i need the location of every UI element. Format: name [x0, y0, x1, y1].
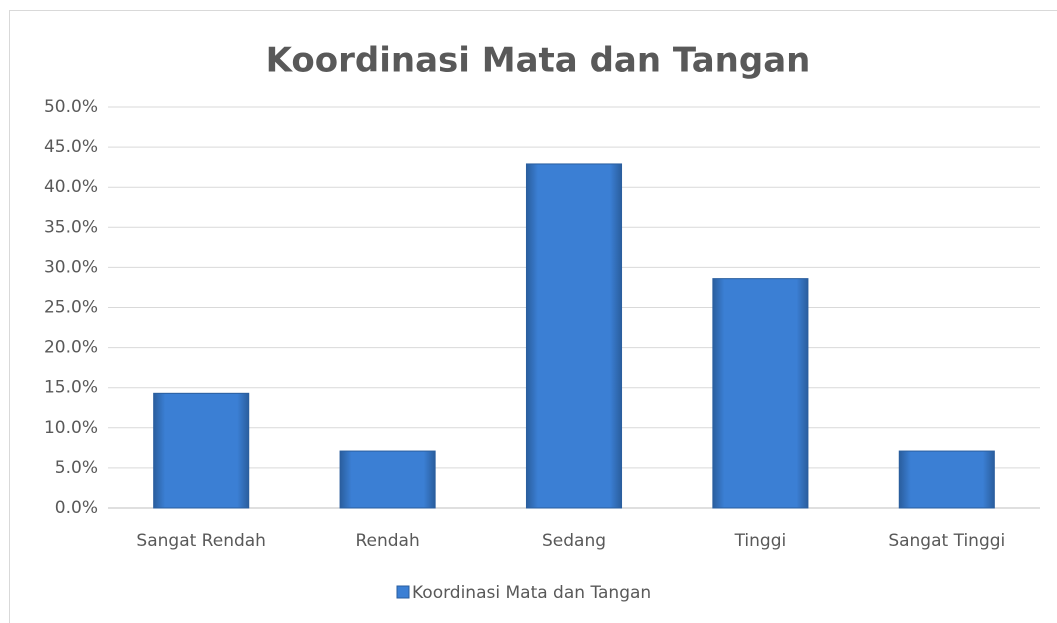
y-tick-label: 10.0%: [44, 418, 98, 438]
bar: [898, 450, 995, 509]
y-tick-label: 5.0%: [55, 458, 98, 478]
x-tick-label: Sedang: [542, 531, 606, 551]
x-tick-label: Tinggi: [734, 531, 787, 551]
y-tick-label: 35.0%: [44, 217, 98, 237]
legend-label: Koordinasi Mata dan Tangan: [412, 583, 651, 603]
x-tick-label: Rendah: [355, 531, 419, 551]
x-tick-label: Sangat Rendah: [136, 531, 266, 551]
y-tick-label: 25.0%: [44, 298, 98, 318]
bar: [339, 450, 436, 509]
bar: [712, 278, 809, 509]
bar: [153, 392, 250, 509]
bar: [525, 163, 623, 509]
x-tick-label: Sangat Tinggi: [888, 531, 1005, 551]
y-tick-label: 20.0%: [44, 338, 98, 358]
legend-marker: [396, 585, 410, 599]
y-tick-label: 0.0%: [55, 498, 98, 518]
chart-title: Koordinasi Mata dan Tangan: [266, 41, 811, 81]
y-tick-label: 40.0%: [44, 177, 98, 197]
y-tick-label: 15.0%: [44, 378, 98, 398]
y-tick-label: 45.0%: [44, 137, 98, 157]
y-tick-label: 50.0%: [44, 97, 98, 117]
y-tick-label: 30.0%: [44, 257, 98, 277]
